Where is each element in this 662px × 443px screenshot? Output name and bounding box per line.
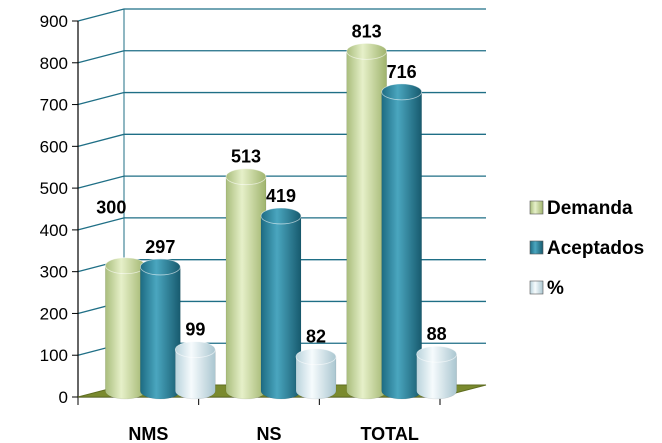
data-label: 716 xyxy=(387,62,417,82)
legend-swatch xyxy=(529,280,544,295)
bar-percent-ns xyxy=(295,348,337,400)
bar-body xyxy=(295,356,337,400)
legend-item-aceptados: Aceptados xyxy=(529,238,644,259)
bar-cap xyxy=(139,258,181,276)
bar-cap xyxy=(174,341,216,359)
category-label-nms: NMS xyxy=(128,424,168,443)
bar-body xyxy=(225,176,267,400)
bar-aceptados-nms xyxy=(139,258,181,400)
bar-cap xyxy=(346,42,388,60)
gridline xyxy=(77,50,486,64)
data-label: 82 xyxy=(306,327,326,347)
bar-percent-total xyxy=(416,345,458,400)
y-axis: 0 100 200 300 400 500 600 700 800 900 xyxy=(40,12,441,407)
gridline xyxy=(77,133,486,147)
legend-swatch xyxy=(529,200,544,215)
data-label: 88 xyxy=(427,324,447,344)
x-axis-labels: NMS NS TOTAL xyxy=(128,424,418,443)
bar-demanda-total xyxy=(346,42,388,400)
y-tick-label: 600 xyxy=(40,137,68,156)
bar-aceptados-ns xyxy=(260,207,302,400)
legend: Demanda Aceptados% xyxy=(529,198,644,299)
legend-label: Demanda xyxy=(547,198,633,219)
category-label-ns: NS xyxy=(256,424,281,443)
bar-cap xyxy=(295,348,337,366)
bar-cap xyxy=(381,83,423,101)
bar-aceptados-total xyxy=(381,83,423,400)
bar-demanda-nms xyxy=(104,257,146,400)
gridline xyxy=(77,91,486,106)
bar-body xyxy=(346,51,387,400)
bar-cap xyxy=(225,168,267,186)
legend-item-demanda: Demanda xyxy=(529,198,633,219)
y-tick-label: 900 xyxy=(40,12,68,31)
legend-label: % xyxy=(547,278,564,299)
bars xyxy=(104,42,458,400)
bar-cap xyxy=(260,207,302,225)
y-tick-label: 300 xyxy=(40,263,68,282)
bar-cap xyxy=(104,257,146,275)
legend-label: Aceptados xyxy=(547,238,644,259)
y-tick-label: 0 xyxy=(59,388,68,407)
y-tick-label: 800 xyxy=(40,54,68,73)
bar-percent-nms xyxy=(174,341,216,400)
bar-body xyxy=(175,349,216,400)
y-tick-label: 500 xyxy=(40,179,68,198)
y-tick-label: 400 xyxy=(40,221,68,240)
data-label: 300 xyxy=(96,198,126,218)
gridline xyxy=(77,8,486,22)
bar-body xyxy=(381,91,422,400)
bar-demanda-ns xyxy=(225,168,267,400)
data-label: 813 xyxy=(352,21,382,41)
data-label: 513 xyxy=(231,147,261,167)
bar-body xyxy=(416,353,457,400)
y-tick-label: 700 xyxy=(40,96,68,115)
y-tick-label: 100 xyxy=(40,346,68,365)
category-label-total: TOTAL xyxy=(361,424,419,443)
y-tick-label: 200 xyxy=(40,304,68,323)
bar-cap xyxy=(416,345,458,363)
data-label: 419 xyxy=(266,186,296,206)
bar-body xyxy=(140,266,181,400)
bar-body xyxy=(105,265,146,400)
data-label: 297 xyxy=(145,237,175,257)
bar-body xyxy=(260,215,302,400)
legend-swatch xyxy=(529,240,544,255)
data-label: 99 xyxy=(185,320,205,340)
legend-item-percent: % xyxy=(529,278,564,299)
